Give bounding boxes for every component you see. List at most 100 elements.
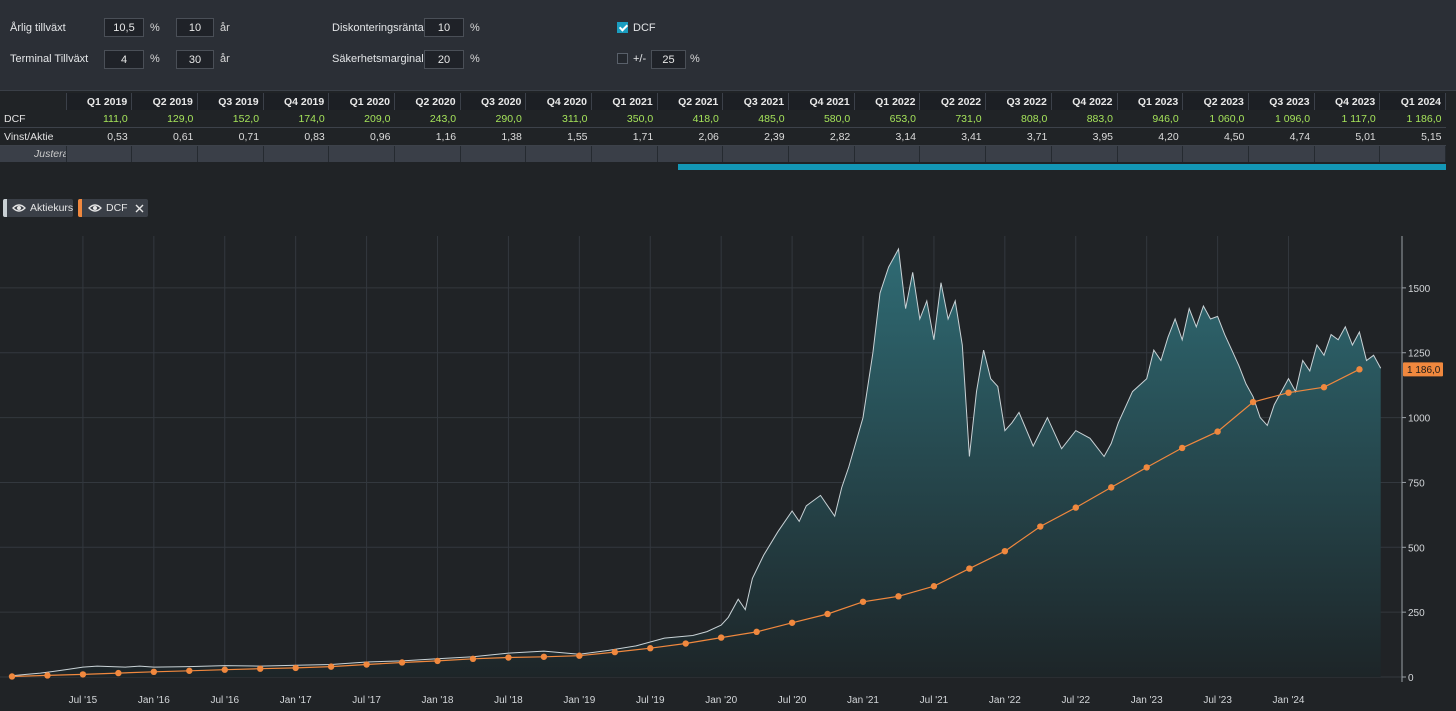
terminal-growth-input[interactable]: 4 <box>104 50 144 69</box>
adjust-cell[interactable] <box>328 145 395 162</box>
table-cell: 0,53 <box>66 127 132 146</box>
dcf-point <box>327 663 335 670</box>
dcf-point <box>79 671 87 678</box>
adjust-cell[interactable] <box>1379 145 1446 162</box>
terminal-growth-label: Terminal Tillväxt <box>10 53 89 65</box>
adjust-cell[interactable] <box>854 145 921 162</box>
dcf-point <box>1356 366 1363 373</box>
adjust-cell[interactable] <box>788 145 855 162</box>
x-tick-label: Jan '22 <box>989 695 1021 706</box>
dcf-point <box>292 664 299 672</box>
dcf-point <box>895 593 902 600</box>
dcf-point <box>859 598 867 605</box>
y-tick-label: 500 <box>1408 543 1425 554</box>
horizontal-scrollbar[interactable] <box>678 164 1446 170</box>
y-tick-label: 250 <box>1408 608 1425 619</box>
table-cell: 3,14 <box>854 127 920 146</box>
plusminus-label: +/- <box>633 53 647 65</box>
discount-rate-input[interactable]: 10 <box>424 18 464 37</box>
x-tick-label: Jul '18 <box>494 695 523 706</box>
x-tick-label: Jan '19 <box>563 695 595 706</box>
adjust-cell[interactable] <box>1117 145 1184 162</box>
table-cell: 4,50 <box>1182 127 1249 146</box>
table-cell: 1,16 <box>394 127 461 146</box>
quarter-header: Q3 2020 <box>460 93 527 110</box>
plusminus-unit: % <box>690 53 700 65</box>
x-tick-label: Jan '24 <box>1273 695 1305 706</box>
dcf-point <box>753 628 760 636</box>
eye-icon[interactable] <box>12 203 26 213</box>
table-cell: 946,0 <box>1117 110 1183 128</box>
adjust-cell[interactable] <box>1051 145 1118 162</box>
safety-margin-input[interactable]: 20 <box>424 50 464 69</box>
plusminus-checkbox[interactable] <box>617 53 628 64</box>
legend-dcf[interactable]: DCF <box>78 199 148 217</box>
x-tick-label: Jan '17 <box>280 695 312 706</box>
adjust-cell[interactable] <box>722 145 790 162</box>
table-cell: 808,0 <box>985 110 1052 128</box>
dcf-point <box>1285 389 1292 396</box>
dcf-point <box>1143 464 1150 471</box>
table-cell: 1 096,0 <box>1248 110 1315 128</box>
adjust-cell[interactable] <box>525 145 592 162</box>
table-cell: 418,0 <box>657 110 723 128</box>
plusminus-input[interactable]: 25 <box>651 50 686 69</box>
table-cell: 653,0 <box>854 110 920 128</box>
annual-growth-input[interactable]: 10,5 <box>104 18 144 37</box>
adjust-cell[interactable] <box>657 145 724 162</box>
table-cell: 0,71 <box>197 127 264 146</box>
x-tick-label: Jul '20 <box>778 695 807 706</box>
dcf-point <box>44 672 51 679</box>
dcf-point <box>469 655 477 663</box>
dcf-point <box>257 665 264 672</box>
adjust-cell[interactable] <box>1248 145 1315 162</box>
x-tick-label: Jul '23 <box>1203 695 1232 706</box>
quarter-header: Q2 2023 <box>1182 93 1249 110</box>
table-cell: 0,96 <box>328 127 395 146</box>
table-cell: 580,0 <box>788 110 855 128</box>
table-cell: 2,06 <box>657 127 723 146</box>
eye-icon[interactable] <box>88 203 102 213</box>
annual-growth-label: Årlig tillväxt <box>10 22 66 34</box>
table-cell: 152,0 <box>197 110 264 128</box>
legend-aktiekurs-label: Aktiekurs <box>30 202 74 214</box>
legend-aktiekurs[interactable]: Aktiekurs <box>3 199 73 217</box>
adjust-cell[interactable] <box>263 145 330 162</box>
table-row: DCF 111,0 129,0 152,0 174,0 209,0 243,0 290,0 31… <box>0 110 1446 128</box>
adjust-cell[interactable] <box>460 145 527 162</box>
adjust-cell[interactable] <box>66 145 133 162</box>
header-row: Q1 2019 Q2 2019 Q3 2019 Q4 2019 Q1 2020 Q2 20… <box>0 93 1446 110</box>
table-cell: 883,0 <box>1051 110 1117 128</box>
dcf-point <box>221 666 228 673</box>
adjust-cell[interactable] <box>197 145 264 162</box>
quarter-header: Q2 2022 <box>919 93 987 110</box>
adjust-cell[interactable] <box>985 145 1052 162</box>
adjust-row: Justera <box>0 145 1446 162</box>
adjust-cell[interactable] <box>591 145 658 162</box>
dcf-checkbox[interactable] <box>617 22 628 33</box>
dcf-point <box>611 648 619 656</box>
close-icon[interactable] <box>135 204 144 213</box>
terminal-years-input[interactable]: 30 <box>176 50 214 69</box>
table-cell: 350,0 <box>591 110 658 128</box>
x-tick-label: Jul '21 <box>920 695 949 706</box>
x-tick-label: Jan '20 <box>705 695 737 706</box>
quarterly-grid: Q1 2019 Q2 2019 Q3 2019 Q4 2019 Q1 2020 Q2 20… <box>0 93 1446 162</box>
current-value-label: 1 186,0 <box>1407 365 1441 376</box>
adjust-cell[interactable] <box>1182 145 1249 162</box>
dcf-points <box>8 366 1363 680</box>
dcf-point <box>363 661 370 668</box>
adjust-cell[interactable] <box>1314 145 1381 162</box>
annual-years-input[interactable]: 10 <box>176 18 214 37</box>
table-cell: 5,01 <box>1314 127 1380 146</box>
adjust-cell[interactable] <box>919 145 987 162</box>
adjust-cell[interactable] <box>131 145 198 162</box>
adjust-cell[interactable] <box>394 145 461 162</box>
y-tick-label: 0 <box>1408 673 1414 684</box>
quarter-header: Q2 2020 <box>394 93 461 110</box>
discount-rate-label: Diskonteringsränta <box>332 22 424 34</box>
table-cell: 2,82 <box>788 127 855 146</box>
table-cell: 1,38 <box>460 127 526 146</box>
row-label: DCF <box>0 110 66 128</box>
dcf-point <box>788 619 796 626</box>
